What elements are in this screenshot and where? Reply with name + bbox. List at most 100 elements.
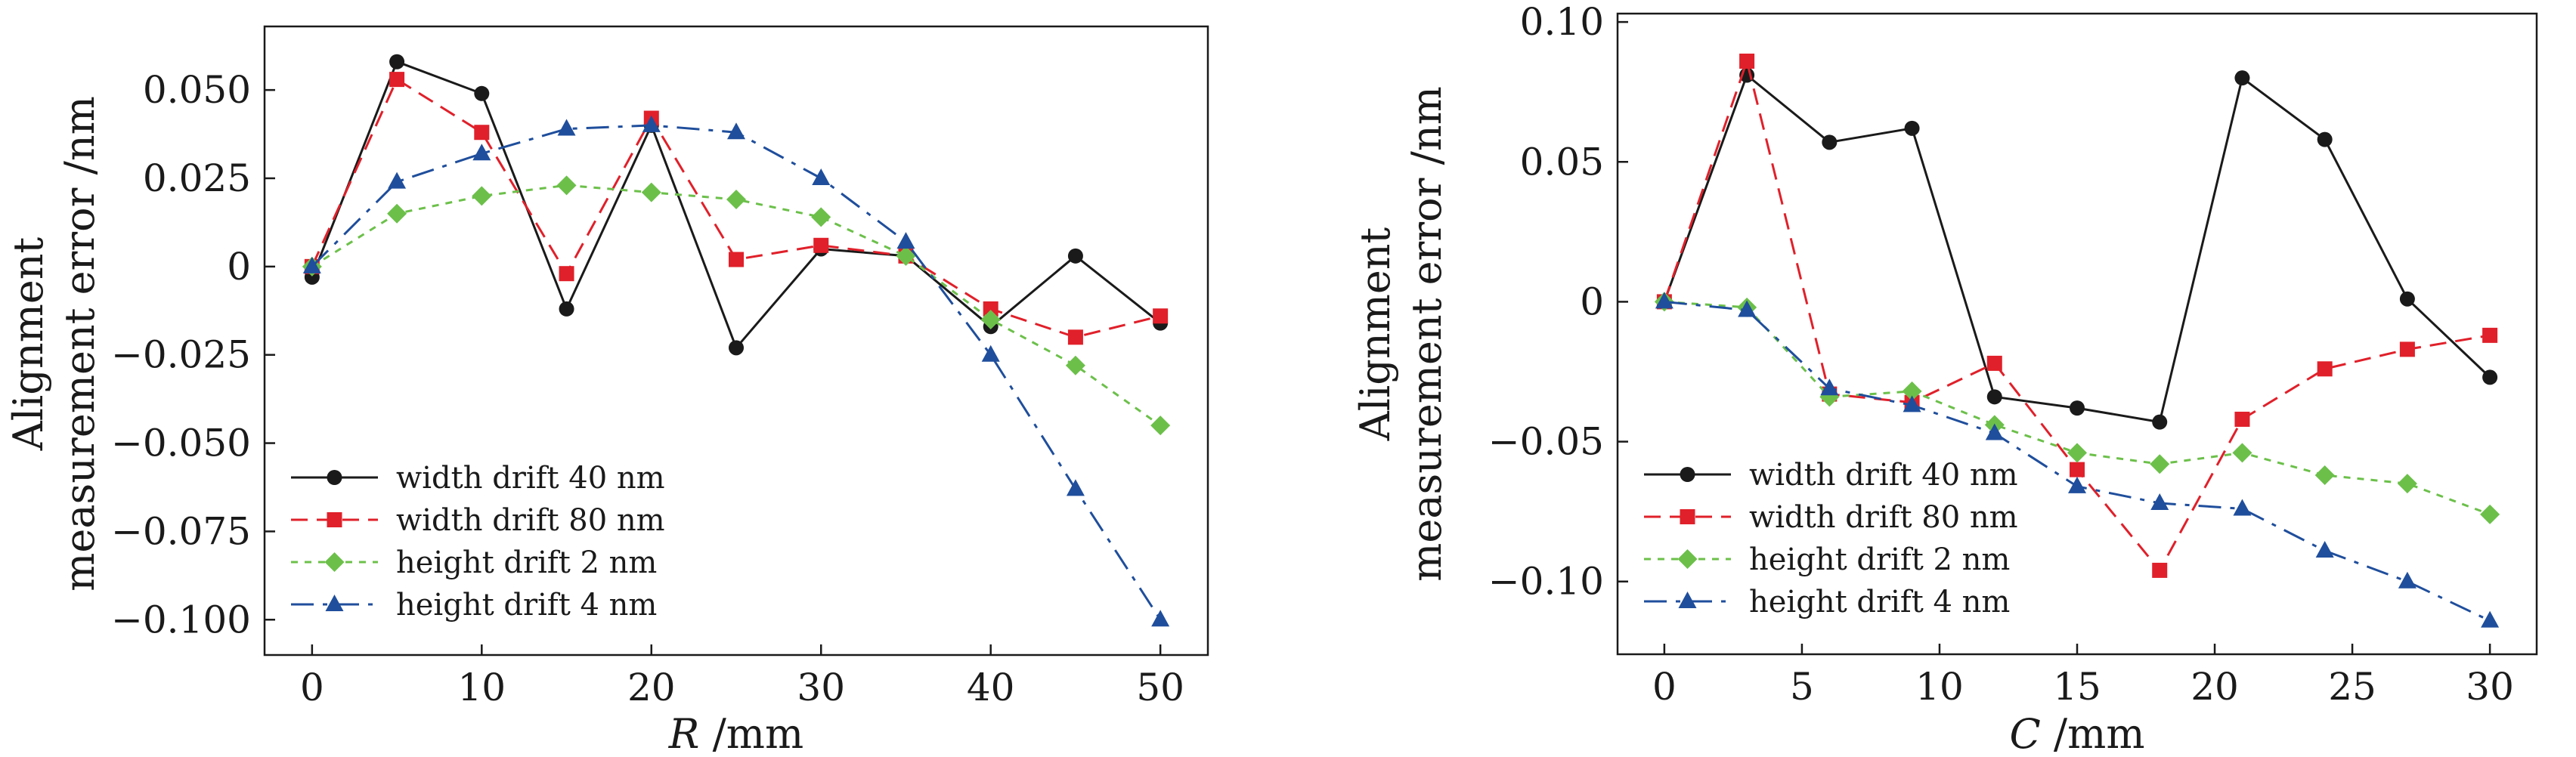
- y-tick-label: −0.025: [111, 333, 251, 377]
- y-tick-label: 0.05: [1520, 140, 1604, 184]
- legend: width drift 40 nm width drift 80 nm height…: [291, 461, 665, 623]
- data-point: [811, 207, 831, 227]
- legend-marker: [1680, 509, 1695, 524]
- legend-marker: [1680, 467, 1695, 482]
- data-point: [2150, 454, 2170, 474]
- y-axis-title-line-1: Alignment: [5, 236, 52, 451]
- data-point: [2480, 504, 2500, 524]
- data-point: [729, 252, 744, 267]
- data-point: [387, 203, 407, 224]
- data-point: [2150, 493, 2169, 511]
- series-1: [1656, 67, 2498, 430]
- y-tick-label: 0: [227, 245, 251, 289]
- data-point: [2234, 70, 2250, 86]
- y-axis-title: Alignment measurement error /nm: [5, 96, 104, 592]
- data-point: [1067, 329, 1083, 345]
- x-tick-label: 20: [2191, 665, 2239, 709]
- data-point: [2397, 474, 2417, 494]
- data-point: [1903, 395, 1921, 412]
- legend-marker: [325, 595, 344, 611]
- data-point: [559, 301, 574, 317]
- y-tick-label: −0.100: [111, 598, 251, 641]
- data-point: [1986, 389, 2002, 405]
- series-line: [1663, 74, 2491, 424]
- data-point: [2234, 411, 2250, 427]
- y-axis-title-line-2: measurement error /nm: [1403, 86, 1451, 582]
- data-point: [559, 266, 574, 282]
- series-3: [302, 175, 1171, 436]
- data-point: [1904, 120, 1920, 136]
- data-point: [557, 119, 576, 136]
- y-axis-title-line-1: Alignment: [1351, 227, 1399, 441]
- data-point: [641, 182, 661, 202]
- data-point: [1066, 479, 1085, 496]
- y-tick-label: 0: [1580, 280, 1604, 323]
- legend-marker: [327, 470, 342, 485]
- data-point: [2152, 414, 2168, 430]
- data-point: [474, 125, 490, 141]
- y-tick-label: −0.05: [1488, 420, 1604, 464]
- y-axis-title: Alignment measurement error /nm: [1351, 86, 1451, 582]
- data-point: [1820, 378, 1839, 396]
- chart-1: 0 10 20 30 40 50 0.050 0.025 0 −0.025 −0.050 −0.075…: [5, 25, 1209, 757]
- x-tick-label: 10: [457, 666, 506, 709]
- y-tick-label: 0.050: [143, 68, 251, 112]
- data-point: [729, 340, 744, 356]
- legend-marker: [1677, 549, 1698, 569]
- series-line: [311, 184, 1162, 427]
- y-tick-label: 0.10: [1520, 0, 1604, 44]
- data-point: [1738, 300, 1757, 317]
- data-point: [642, 115, 661, 132]
- data-point: [812, 168, 831, 185]
- legend-marker: [327, 512, 342, 527]
- x-tick-label: 50: [1136, 666, 1184, 709]
- data-point: [1065, 355, 1085, 375]
- data-point: [2314, 465, 2335, 486]
- series-2: [1656, 53, 2498, 578]
- legend-label: height drift 4 nm: [396, 588, 657, 623]
- data-point: [2068, 476, 2086, 493]
- data-point: [556, 175, 577, 196]
- data-point: [2482, 327, 2498, 343]
- x-tick-label: 30: [797, 666, 845, 709]
- data-point: [2482, 369, 2498, 385]
- x-tick-label: 20: [627, 666, 676, 709]
- legend-marker: [1678, 592, 1697, 608]
- data-point: [896, 232, 915, 249]
- data-point: [2152, 562, 2168, 578]
- data-point: [2398, 571, 2417, 589]
- data-point: [389, 72, 405, 88]
- legend-label: height drift 4 nm: [1749, 585, 2010, 620]
- data-point: [2315, 540, 2334, 558]
- y-tick-label: −0.075: [111, 509, 251, 553]
- data-point: [726, 190, 746, 210]
- data-point: [1150, 416, 1171, 436]
- series-4: [302, 115, 1170, 627]
- y-tick-label: −0.050: [111, 422, 251, 465]
- legend-label: width drift 40 nm: [1749, 458, 2018, 493]
- data-point: [2232, 443, 2252, 463]
- data-point: [896, 246, 916, 266]
- y-tick-label: 0.025: [143, 156, 251, 200]
- chart-2: 0 5 10 15 20 25 30 0.10 0.05 0 −0.05 −0.10 C /mm Alig…: [1351, 0, 2538, 757]
- data-point: [981, 345, 1000, 362]
- x-tick-label: 15: [2053, 665, 2101, 709]
- data-point: [813, 237, 829, 253]
- data-point: [1902, 381, 1922, 401]
- data-point: [2317, 131, 2333, 147]
- series-line: [1663, 60, 2491, 572]
- x-tick-label: 0: [300, 666, 324, 709]
- data-point: [2317, 361, 2333, 377]
- x-tick-label: 25: [2328, 665, 2376, 709]
- y-axis-title-line-2: measurement error /nm: [56, 96, 104, 592]
- legend: width drift 40 nm width drift 80 nm height…: [1644, 458, 2018, 620]
- series-4: [1655, 292, 2500, 628]
- x-tick-label: 5: [1790, 665, 1814, 709]
- legend-label: height drift 2 nm: [1749, 542, 2010, 577]
- data-point: [2233, 499, 2252, 516]
- x-tick-label: 0: [1652, 665, 1677, 709]
- data-point: [472, 186, 492, 206]
- data-point: [2070, 462, 2085, 477]
- data-point: [1986, 355, 2002, 371]
